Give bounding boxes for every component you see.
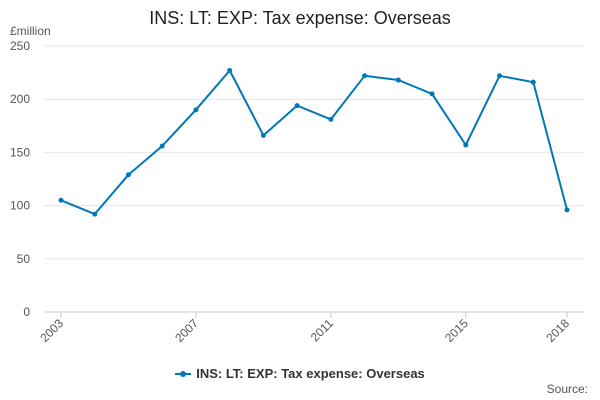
- data-point: [193, 107, 199, 113]
- data-point: [92, 211, 98, 217]
- x-tick-label: 2003: [37, 316, 66, 345]
- grid-lines: [44, 45, 584, 313]
- legend-line-marker-icon: [175, 369, 192, 379]
- y-tick-label: 150: [10, 145, 30, 159]
- data-point: [125, 172, 131, 178]
- x-tick-label: 2018: [543, 316, 572, 345]
- data-point: [395, 77, 401, 83]
- y-tick-label: 0: [23, 305, 30, 319]
- series-line: [60, 69, 568, 216]
- x-tick-label: 2011: [308, 316, 336, 344]
- y-tick-label: 200: [10, 92, 30, 106]
- data-point: [58, 197, 64, 203]
- source-label: Source:: [546, 382, 588, 396]
- series-layer: [58, 67, 570, 217]
- data-point: [362, 73, 368, 79]
- x-axis: 2003 2007 2011 2015 2018: [37, 312, 572, 345]
- x-tick-label: 2015: [442, 316, 471, 345]
- data-point: [530, 79, 536, 85]
- y-tick-label: 50: [17, 252, 31, 266]
- y-tick-label: 250: [10, 39, 30, 53]
- y-axis-unit-label: £million: [10, 24, 51, 38]
- data-point: [564, 207, 570, 213]
- data-point: [497, 73, 503, 79]
- data-point: [227, 67, 233, 73]
- legend[interactable]: INS: LT: EXP: Tax expense: Overseas: [0, 366, 600, 381]
- y-tick-label: 100: [10, 199, 30, 213]
- data-point: [260, 132, 266, 138]
- chart-title: INS: LT: EXP: Tax expense: Overseas: [149, 8, 451, 28]
- legend-label: INS: LT: EXP: Tax expense: Overseas: [196, 366, 425, 381]
- data-point: [159, 143, 165, 149]
- y-axis: 0 50 100 150 200 250: [10, 39, 30, 319]
- data-point: [294, 103, 300, 109]
- x-tick-label: 2007: [172, 316, 201, 345]
- data-point: [429, 91, 435, 97]
- data-point: [328, 116, 334, 122]
- data-point: [463, 142, 469, 148]
